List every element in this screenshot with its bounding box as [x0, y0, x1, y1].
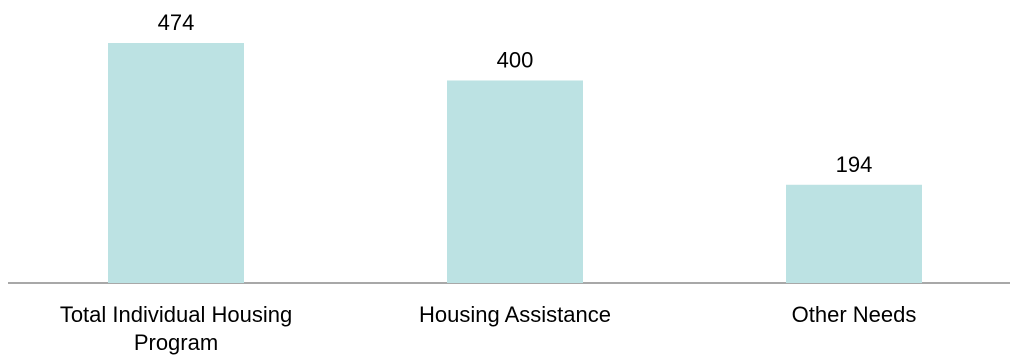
- bar: [447, 80, 583, 283]
- bar: [786, 184, 922, 283]
- category-label-line: Other Needs: [792, 302, 917, 327]
- category-label: Total Individual Housing Program: [60, 302, 292, 355]
- category-label-line: Program: [134, 330, 218, 355]
- data-label: 194: [836, 152, 873, 177]
- data-label: 474: [158, 10, 195, 35]
- category-label-line: Total Individual Housing: [60, 302, 292, 327]
- category-label: Housing Assistance: [419, 302, 611, 327]
- category-label: Other Needs: [792, 302, 917, 327]
- data-label: 400: [497, 47, 534, 72]
- category-label-line: Housing Assistance: [419, 302, 611, 327]
- bar: [108, 43, 244, 283]
